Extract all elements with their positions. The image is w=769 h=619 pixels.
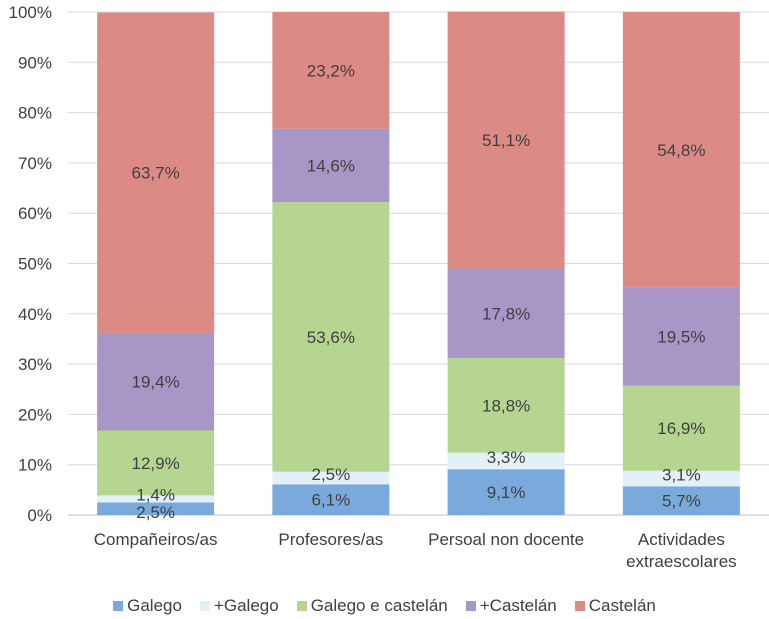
bar-segment [622, 12, 740, 288]
y-tick-label: 50% [18, 255, 52, 274]
bar-segment [447, 268, 565, 359]
y-axis-ticks: 0% 10% 20% 30% 40% 50% 60% 70% 80% 90% 100% [9, 3, 52, 525]
y-tick-label: 30% [18, 355, 52, 374]
data-label: 14,6% [307, 156, 355, 175]
data-label: 19,4% [132, 373, 180, 392]
bar-segment [622, 486, 740, 515]
data-label: 3,3% [487, 448, 526, 467]
bar-segment [447, 11, 565, 269]
legend-item: +Castelán [465, 596, 557, 616]
legend-swatch [465, 601, 476, 611]
bar-segment [272, 471, 390, 485]
data-label: 23,2% [307, 61, 355, 80]
legend-swatch [296, 601, 307, 611]
y-tick-label: 0% [27, 506, 52, 525]
legend-label: Galego e castelán [310, 596, 448, 615]
bar-segment [447, 469, 565, 515]
legend-item: Galego [113, 596, 182, 616]
bar-segment [622, 385, 740, 471]
data-label: 12,9% [132, 454, 180, 473]
bar-segment [97, 502, 215, 515]
data-label: 51,1% [482, 131, 530, 150]
bar-segment [272, 128, 390, 203]
x-category-label: Profesores/as [278, 530, 383, 549]
data-label: 19,5% [657, 328, 705, 347]
legend-label: Galego [127, 596, 182, 615]
legend-swatch [199, 601, 210, 611]
legend-swatch [574, 601, 585, 611]
data-label: 54,8% [657, 141, 705, 160]
legend-item: +Galego [199, 596, 279, 616]
data-label: 1,4% [136, 485, 175, 504]
bar-segment [97, 12, 215, 333]
x-category-label: Actividades [638, 530, 725, 549]
y-tick-label: 100% [9, 3, 52, 22]
data-label: 17,8% [482, 304, 530, 323]
data-label: 2,5% [312, 465, 351, 484]
legend-item: Galego e castelán [296, 596, 448, 616]
bars: 2,5%1,4%12,9%19,4%63,7%6,1%2,5%53,6%14,6… [97, 11, 740, 522]
data-label: 2,5% [136, 503, 175, 522]
y-tick-label: 70% [18, 154, 52, 173]
stacked-bar-chart: 2,5%1,4%12,9%19,4%63,7%6,1%2,5%53,6%14,6… [9, 3, 769, 571]
y-tick-label: 80% [18, 104, 52, 123]
x-category-label: Compañeiros/as [94, 530, 218, 549]
data-label: 5,7% [662, 492, 701, 511]
bar-segment [447, 452, 565, 470]
data-label: 53,6% [307, 328, 355, 347]
y-tick-label: 40% [18, 305, 52, 324]
legend-item: Castelán [574, 596, 656, 616]
legend: Galego +Galego Galego e castelán +Castelán C… [0, 594, 769, 618]
bar-segment [97, 495, 215, 503]
x-category-label: Persoal non docente [428, 530, 584, 549]
legend-label: Castelán [588, 596, 656, 615]
bar-segment [97, 332, 215, 431]
x-axis-categories: Compañeiros/as Profesores/as Persoal non d… [94, 530, 737, 571]
data-label: 63,7% [132, 164, 180, 183]
y-tick-label: 10% [18, 456, 52, 475]
y-tick-label: 60% [18, 204, 52, 223]
x-category-label: extraescolares [626, 552, 737, 571]
bar-segment [447, 358, 565, 453]
bar-segment [622, 287, 740, 386]
data-label: 16,9% [657, 419, 705, 438]
y-tick-label: 90% [18, 53, 52, 72]
bar-segment [272, 484, 390, 515]
data-label: 18,8% [482, 396, 530, 415]
bar-segment [272, 12, 390, 129]
legend-swatch [113, 601, 124, 611]
legend-label: +Galego [213, 596, 279, 615]
data-label: 6,1% [312, 491, 351, 510]
legend-label: +Castelán [479, 596, 557, 615]
data-label: 3,1% [662, 466, 701, 485]
bar-segment [97, 430, 215, 496]
bar-segment [622, 470, 740, 487]
y-tick-label: 20% [18, 405, 52, 424]
data-label: 9,1% [487, 483, 526, 502]
bar-segment [272, 202, 390, 472]
